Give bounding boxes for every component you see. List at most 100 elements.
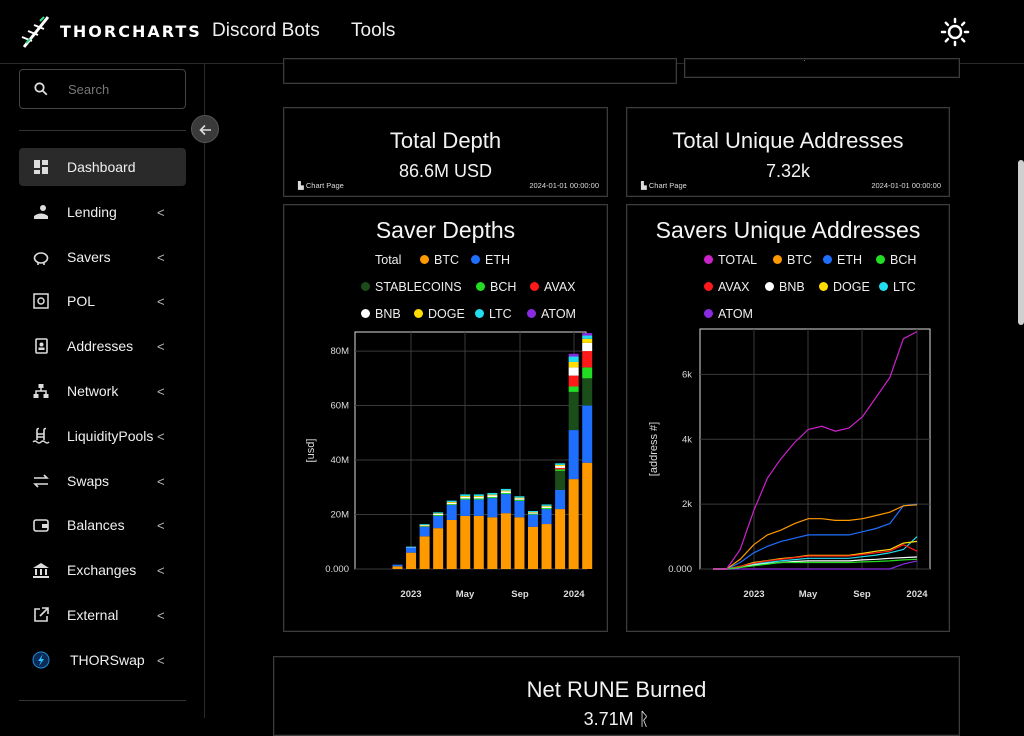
bar-segment-bnb <box>514 498 525 500</box>
search-input[interactable]: Search <box>19 69 186 109</box>
legend-label: BNB <box>779 280 805 294</box>
chevron-left-icon[interactable]: < <box>157 249 165 265</box>
legend-swatch <box>819 282 828 291</box>
legend-item[interactable]: LTC <box>475 307 512 321</box>
sidebar-item-label: Exchanges <box>67 562 137 579</box>
legend-item[interactable]: BCH <box>476 280 516 294</box>
sidebar-item-label: Balances <box>67 517 125 534</box>
bar-segment-atom <box>582 333 593 336</box>
nav-discord-bots[interactable]: Discord Bots <box>212 20 320 41</box>
bar-segment-bnb <box>582 342 593 352</box>
bar-segment-ltc <box>446 500 457 502</box>
legend-swatch <box>823 255 832 264</box>
bar-segment-doge <box>460 495 471 497</box>
legend-item[interactable]: DOGE <box>414 307 465 321</box>
legend-item[interactable]: BTC <box>420 253 459 267</box>
legend-item[interactable]: BNB <box>765 280 805 294</box>
sidebar-item-savers[interactable]: Savers < <box>19 238 186 276</box>
sidebar-item-thorswap[interactable]: THORSwap < <box>19 641 186 679</box>
chevron-left-icon[interactable]: < <box>157 204 165 220</box>
sidebar-item-balances[interactable]: Balances < <box>19 506 186 544</box>
kpi-timestamp: 2024-01-01 00:00:00 <box>529 181 599 190</box>
legend-item[interactable]: ETH <box>471 253 510 267</box>
nav-tools[interactable]: Tools <box>351 20 396 41</box>
kpi-value: 86.6M USD <box>398 161 493 181</box>
legend-item[interactable]: BTC <box>773 253 812 267</box>
legend-item[interactable]: AVAX <box>704 280 750 294</box>
series-line-total <box>713 331 918 570</box>
sidebar-item-liquiditypools[interactable]: LiquidityPools < <box>19 417 186 455</box>
legend-item[interactable]: LTC <box>879 280 916 294</box>
legend-item[interactable]: ATOM <box>704 307 753 321</box>
chevron-left-icon[interactable]: < <box>157 473 165 489</box>
bar-segment-eth <box>487 498 498 518</box>
x-tick-label: 2024 <box>563 589 585 600</box>
piggy-bank-icon <box>33 251 49 265</box>
sidebar-item-external[interactable]: External < <box>19 596 186 634</box>
collapse-sidebar-button[interactable] <box>191 115 219 143</box>
legend-label: AVAX <box>718 280 750 294</box>
savers-unique-addresses-card: Savers Unique Addresses TOTAL BTC ETH BCH AV… <box>626 204 950 632</box>
page-scrollbar[interactable] <box>1018 160 1024 325</box>
chevron-left-icon[interactable]: < <box>157 428 165 444</box>
chevron-left-icon[interactable]: < <box>157 518 165 534</box>
series-line-bch <box>713 558 918 570</box>
bar-segment-bch <box>568 386 579 392</box>
legend-swatch <box>420 255 429 264</box>
sidebar-item-lending[interactable]: Lending < <box>19 193 186 231</box>
chevron-left-icon[interactable]: < <box>157 384 165 399</box>
bar-segment-eth <box>392 564 403 567</box>
y-tick-label: 20M <box>331 510 350 521</box>
legend-item[interactable]: ATOM <box>527 307 576 321</box>
legend-item[interactable]: TOTAL <box>704 253 757 267</box>
bar-segment-eth <box>568 430 579 480</box>
legend-item[interactable]: BNB <box>361 307 401 321</box>
bar-segment-doge <box>528 512 538 513</box>
bar-segment-btc <box>419 536 430 569</box>
legend-label: BTC <box>787 253 812 267</box>
sidebar-item-exchanges[interactable]: Exchanges < <box>19 551 186 589</box>
legend-swatch <box>471 255 480 264</box>
sidebar-item-pol[interactable]: POL < <box>19 282 186 320</box>
y-tick-label: 80M <box>331 346 350 357</box>
bar-segment-btc <box>541 524 552 569</box>
chevron-left-icon[interactable]: < <box>157 294 165 310</box>
chart-card-partial <box>283 58 677 84</box>
sidebar-item-dashboard[interactable]: Dashboard <box>19 148 186 186</box>
swap-icon <box>33 474 49 488</box>
bar-segment-btc <box>528 526 538 569</box>
bar-segment-ltc <box>487 492 498 495</box>
sidebar-item-network[interactable]: Network < <box>19 372 186 410</box>
dashboard-icon <box>34 160 48 174</box>
legend-item[interactable]: Total <box>375 253 401 267</box>
bar-segment-bch <box>419 526 430 527</box>
legend-swatch <box>704 282 713 291</box>
legend-item[interactable]: BCH <box>876 253 916 267</box>
sun-icon[interactable] <box>940 17 970 47</box>
chevron-left-icon[interactable]: < <box>157 652 165 668</box>
legend-item[interactable]: AVAX <box>530 280 576 294</box>
chevron-left-icon[interactable]: < <box>157 608 165 623</box>
bar-segment-btc <box>582 462 593 569</box>
legend-label: DOGE <box>833 280 870 294</box>
bar-segment-btc <box>433 528 444 569</box>
sidebar-item-addresses[interactable]: Addresses < <box>19 327 186 365</box>
chart-title: Saver Depths <box>375 217 516 243</box>
chevron-left-icon[interactable]: < <box>157 339 165 355</box>
legend-item[interactable]: STABLECOINS <box>361 280 462 294</box>
thorcharts-logo-icon[interactable] <box>20 13 52 49</box>
chart-page-link[interactable]: ▙ Chart Page <box>298 181 344 190</box>
bar-segment-btc <box>446 519 457 569</box>
chevron-left-icon[interactable]: < <box>157 563 165 579</box>
chart-page-link[interactable]: ▙ Chart Page <box>641 181 687 190</box>
bar-segment-doge <box>500 490 511 492</box>
brand-name[interactable]: THORCHARTS <box>60 22 202 41</box>
thorswap-icon <box>32 651 50 669</box>
net-rune-burned-card: Net RUNE Burned 3.71M ᚱ <box>273 656 960 736</box>
legend-item[interactable]: DOGE <box>819 280 870 294</box>
total-depth-card: Total Depth 86.6M USD ▙ Chart Page 2024-… <box>283 107 608 197</box>
sidebar-item-swaps[interactable]: Swaps < <box>19 462 186 500</box>
kpi-title: Total Depth <box>389 128 502 153</box>
series-line-ltc <box>713 536 918 570</box>
legend-item[interactable]: ETH <box>823 253 862 267</box>
